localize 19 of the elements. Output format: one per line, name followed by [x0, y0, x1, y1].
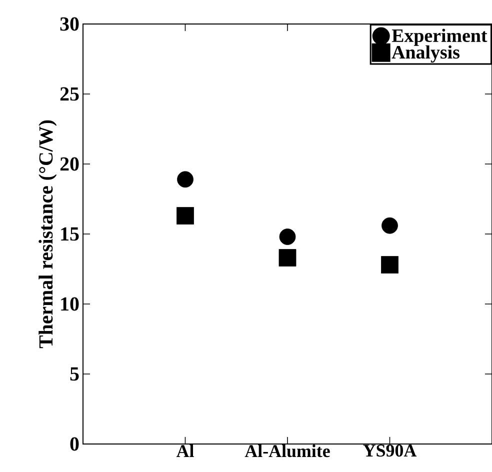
x-tick-label: Al-Alumite [244, 444, 330, 458]
point [279, 228, 296, 245]
y-tick-label: 0 [70, 437, 79, 451]
y-tick-label: 5 [70, 367, 79, 381]
legend-label: Experiment [392, 28, 488, 46]
y-tick-label: 10 [61, 297, 79, 311]
x-tick-label: YS90A [363, 444, 417, 457]
y-tick-label: 15 [61, 227, 79, 241]
legend-label: Analysis [392, 45, 460, 63]
y-tick-label: 30 [60, 17, 79, 31]
y-tick-label: 25 [60, 87, 79, 101]
point [382, 217, 398, 234]
y-axis-title: Thermal resistance (°C/W) [38, 120, 57, 348]
point [176, 207, 194, 224]
point [381, 256, 398, 274]
point [177, 171, 194, 188]
y-tick-label: 20 [60, 157, 79, 171]
point [278, 249, 296, 266]
x-tick-label: Al [176, 444, 194, 457]
